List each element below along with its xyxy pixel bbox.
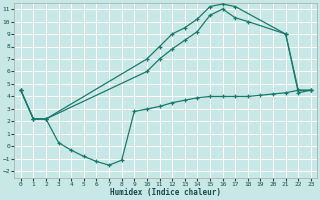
X-axis label: Humidex (Indice chaleur): Humidex (Indice chaleur) xyxy=(110,188,221,197)
